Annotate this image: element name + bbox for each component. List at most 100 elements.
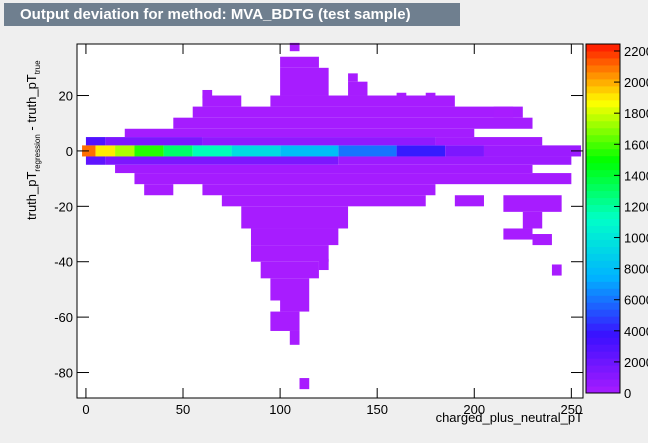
palette-band xyxy=(586,106,620,115)
palette-band xyxy=(586,351,620,359)
y-label-part: truth_pT xyxy=(24,172,39,220)
y-tick-label: -20 xyxy=(54,199,73,214)
cell xyxy=(124,128,475,138)
cell xyxy=(280,145,339,157)
cell xyxy=(134,173,572,185)
x-axis-label: charged_plus_neutral_pT xyxy=(436,410,583,425)
title-box xyxy=(4,3,460,26)
palette-band xyxy=(586,344,620,352)
palette-band xyxy=(586,127,620,136)
palette-band xyxy=(586,302,620,310)
palette xyxy=(585,43,621,394)
cell xyxy=(551,264,562,276)
palette-band xyxy=(586,281,620,289)
z-tick-label: 0 xyxy=(624,386,631,401)
y-tick-label: -60 xyxy=(54,310,73,325)
cell xyxy=(532,234,552,246)
cell xyxy=(280,67,329,96)
palette-band xyxy=(586,197,620,206)
z-tick-label: 1400 xyxy=(624,168,648,183)
z-tick-label: 8000 xyxy=(624,262,648,277)
x-tick-label: 250 xyxy=(560,402,582,417)
cell xyxy=(202,184,436,196)
cell xyxy=(318,258,329,271)
cell xyxy=(445,145,484,157)
palette-band xyxy=(586,232,620,240)
palette-band xyxy=(586,372,620,380)
cell xyxy=(241,206,349,229)
z-tick-label: 1600 xyxy=(624,137,648,152)
cell xyxy=(338,156,572,165)
cell xyxy=(250,228,339,246)
z-tick-label: 1200 xyxy=(624,199,648,214)
cell xyxy=(270,311,300,331)
cell xyxy=(503,195,562,212)
cell xyxy=(192,145,232,157)
palette-band xyxy=(586,379,620,387)
palette-band xyxy=(586,323,620,331)
palette-band xyxy=(586,44,620,52)
palette-band xyxy=(586,57,620,66)
palette-band xyxy=(586,316,620,324)
cell xyxy=(396,145,446,157)
palette-band xyxy=(586,365,620,373)
cell xyxy=(289,330,300,345)
cell xyxy=(105,137,203,146)
z-tick-label: 2000 xyxy=(624,355,648,370)
cell xyxy=(493,106,514,118)
palette-band xyxy=(586,113,620,122)
cell xyxy=(289,42,300,52)
cell xyxy=(483,145,582,157)
palette-band xyxy=(586,330,620,338)
x-tick-label: 200 xyxy=(463,402,485,417)
palette-band xyxy=(586,309,620,317)
palette-band xyxy=(586,183,620,192)
cell xyxy=(105,156,339,165)
palette-band xyxy=(586,134,620,143)
cell xyxy=(134,145,164,157)
cell xyxy=(115,164,533,174)
cell xyxy=(522,211,543,229)
y-axis-label: truth_pTregression - truth_pTtrue xyxy=(24,60,42,220)
x-tick-label: 150 xyxy=(366,402,388,417)
cell xyxy=(338,145,397,157)
cell xyxy=(250,245,329,262)
cell xyxy=(173,117,533,129)
cell xyxy=(221,195,426,207)
cell xyxy=(348,73,358,82)
z-tick-label: 6000 xyxy=(624,293,648,308)
palette-band xyxy=(586,386,620,394)
palette-band xyxy=(586,274,620,282)
y-tick-label: 20 xyxy=(59,89,73,104)
palette-band xyxy=(586,225,620,233)
cell xyxy=(202,137,436,146)
y-tick-label: 0 xyxy=(66,144,73,159)
palette-band xyxy=(586,211,620,219)
cell xyxy=(85,137,106,146)
palette-band xyxy=(586,295,620,303)
cell xyxy=(270,278,310,301)
y-tick-label: -40 xyxy=(54,255,73,270)
cell xyxy=(95,145,116,157)
cell xyxy=(163,145,193,157)
cell xyxy=(260,261,319,279)
palette-band xyxy=(586,120,620,129)
y-label-sub: true xyxy=(33,60,42,74)
cell xyxy=(503,228,533,240)
x-tick-label: 50 xyxy=(176,402,190,417)
z-tick-label: 4000 xyxy=(624,324,648,339)
palette-band xyxy=(586,246,620,254)
palette-band xyxy=(586,218,620,226)
palette-band xyxy=(586,176,620,185)
cell xyxy=(280,56,319,68)
palette-band xyxy=(586,190,620,199)
palette-band xyxy=(586,267,620,275)
z-tick-label: 10000 xyxy=(624,231,648,246)
x-tick-label: 0 xyxy=(82,402,89,417)
plot-frame xyxy=(76,43,584,399)
palette-band xyxy=(586,155,620,164)
cell xyxy=(231,145,281,157)
cell xyxy=(192,106,523,118)
z-tick-label: 1800 xyxy=(624,106,648,121)
